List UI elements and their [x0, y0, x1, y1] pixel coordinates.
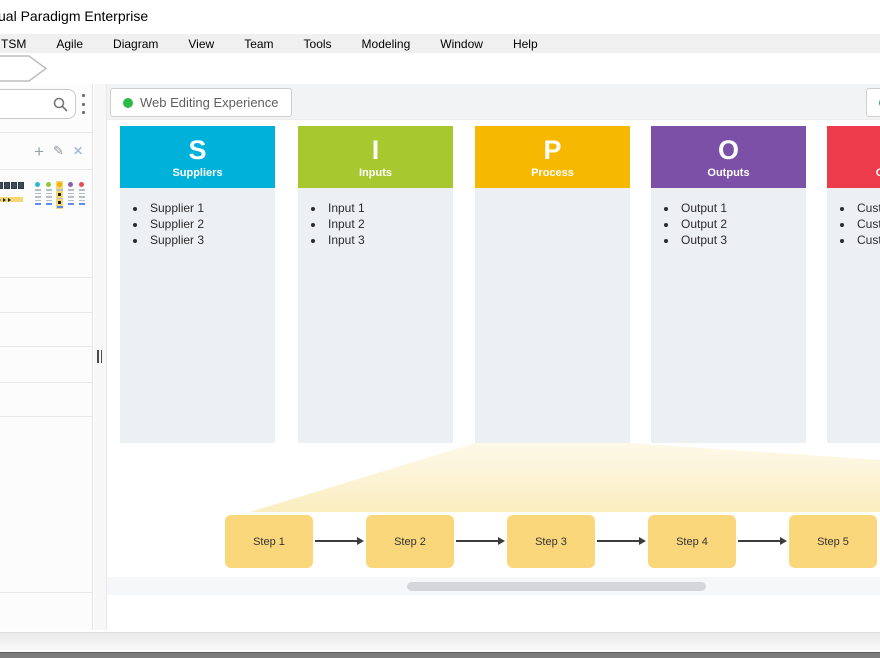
- diagram-canvas[interactable]: Web Editing Experience S Suppliers Supplie…: [107, 84, 880, 632]
- tab-partial-right[interactable]: [866, 88, 880, 117]
- arrow-connector-icon: [738, 537, 787, 545]
- thumbnail-process-diagram[interactable]: [0, 182, 29, 210]
- panel-row: [0, 593, 92, 630]
- arrow-connector-icon: [315, 537, 364, 545]
- menu-item-agile[interactable]: Agile: [56, 36, 84, 51]
- panel-row: [0, 313, 92, 347]
- menu-item-tsm[interactable]: TSM: [1, 36, 27, 51]
- status-dot-icon: [123, 97, 133, 108]
- panel-row: [0, 347, 92, 383]
- splitter-gutter: [94, 84, 107, 630]
- horizontal-scrollbar[interactable]: [107, 577, 880, 595]
- panel-row: [0, 417, 92, 593]
- search-icon: [53, 97, 68, 112]
- tab-strip: Web Editing Experience: [107, 84, 880, 120]
- step-box-1[interactable]: Step 1: [225, 515, 313, 568]
- add-icon[interactable]: +: [34, 141, 45, 161]
- sipoc-column-inputs[interactable]: I Inputs Input 1Input 2Input 3: [298, 126, 453, 443]
- sidebar: + ✎ ✕: [0, 84, 93, 630]
- sidebar-actions-row: + ✎ ✕: [0, 133, 92, 170]
- search-input[interactable]: [0, 89, 76, 119]
- column-body[interactable]: Output 1Output 2Output 3: [651, 188, 806, 443]
- splitter-handle[interactable]: [97, 350, 102, 363]
- panel-row: [0, 278, 92, 313]
- menu-bar: TSM Agile Diagram View Team Tools Modeling Wind…: [0, 34, 880, 53]
- title-bar: ual Paradigm Enterprise: [0, 0, 880, 34]
- list-item[interactable]: Output 3: [678, 232, 806, 248]
- menu-item-tools[interactable]: Tools: [303, 36, 332, 51]
- step-box-2[interactable]: Step 2: [366, 515, 454, 568]
- sidebar-search-row: [0, 84, 92, 133]
- column-body[interactable]: Input 1Input 2Input 3: [298, 188, 453, 443]
- column-letter: P: [543, 135, 562, 165]
- column-header: P Process: [475, 126, 630, 188]
- menu-item-help[interactable]: Help: [512, 36, 538, 51]
- sipoc-column-suppliers[interactable]: S Suppliers Supplier 1Supplier 2Supplier 3: [120, 126, 275, 443]
- column-title: Inputs: [359, 167, 392, 179]
- step-box-5[interactable]: Step 5: [789, 515, 877, 568]
- column-title: Outputs: [707, 167, 750, 179]
- list-item[interactable]: Customer 1: [854, 200, 880, 216]
- column-letter: O: [717, 135, 739, 165]
- column-letter: I: [371, 135, 380, 165]
- column-title: Customers: [875, 167, 880, 179]
- tab-label: Web Editing Experience: [140, 95, 279, 110]
- thumbnail-sipoc-diagram[interactable]: [34, 181, 85, 209]
- sipoc-column-process[interactable]: P Process: [475, 126, 630, 443]
- list-item[interactable]: Supplier 2: [147, 216, 275, 232]
- window-title: ual Paradigm Enterprise: [0, 8, 149, 24]
- list-item[interactable]: Output 2: [678, 216, 806, 232]
- list-item[interactable]: Supplier 1: [147, 200, 275, 216]
- column-header: S Suppliers: [120, 126, 275, 188]
- panel-row: [0, 218, 92, 278]
- menu-item-diagram[interactable]: Diagram: [113, 36, 159, 51]
- delete-icon[interactable]: ✕: [72, 144, 83, 158]
- arrow-connector-icon: [597, 537, 646, 545]
- diagram-thumbnail-gallery: [0, 170, 92, 218]
- column-body[interactable]: [475, 188, 630, 443]
- more-options-icon[interactable]: [80, 94, 86, 114]
- step-box-3[interactable]: Step 3: [507, 515, 595, 568]
- column-body[interactable]: Supplier 1Supplier 2Supplier 3: [120, 188, 275, 443]
- column-header: I Inputs: [298, 126, 453, 188]
- list-item[interactable]: Output 1: [678, 200, 806, 216]
- arrow-connector-icon: [456, 537, 505, 545]
- tab-web-editing-experience[interactable]: Web Editing Experience: [110, 88, 292, 117]
- column-title: Process: [531, 167, 574, 179]
- menu-item-view[interactable]: View: [188, 36, 215, 51]
- column-header: O Outputs: [651, 126, 806, 188]
- edit-pencil-icon[interactable]: ✎: [53, 143, 64, 158]
- menu-item-modeling[interactable]: Modeling: [361, 36, 411, 51]
- sipoc-column-outputs[interactable]: O Outputs Output 1Output 2Output 3: [651, 126, 806, 443]
- column-header: CCustomers: [827, 126, 880, 188]
- panel-row: [0, 383, 92, 417]
- list-item[interactable]: Supplier 3: [147, 232, 275, 248]
- status-bar: [0, 632, 880, 652]
- breadcrumb-arrow-icon[interactable]: [0, 53, 52, 84]
- column-letter: S: [188, 135, 207, 165]
- column-title: Suppliers: [172, 167, 223, 179]
- list-item[interactable]: Input 2: [325, 216, 453, 232]
- menu-item-window[interactable]: Window: [440, 36, 483, 51]
- menu-item-team[interactable]: Team: [244, 36, 274, 51]
- list-item[interactable]: Input 1: [325, 200, 453, 216]
- column-body[interactable]: Customer 1Customer 2Customer 3: [827, 188, 880, 443]
- list-item[interactable]: Customer 3: [854, 232, 880, 248]
- sipoc-column-customers[interactable]: CCustomersCustomer 1Customer 2Customer 3: [827, 126, 880, 443]
- window-bottom-edge: [0, 652, 880, 658]
- list-item[interactable]: Input 3: [325, 232, 453, 248]
- scrollbar-thumb[interactable]: [407, 582, 706, 591]
- toolbar: [0, 53, 880, 84]
- list-item[interactable]: Customer 2: [854, 216, 880, 232]
- step-box-4[interactable]: Step 4: [648, 515, 736, 568]
